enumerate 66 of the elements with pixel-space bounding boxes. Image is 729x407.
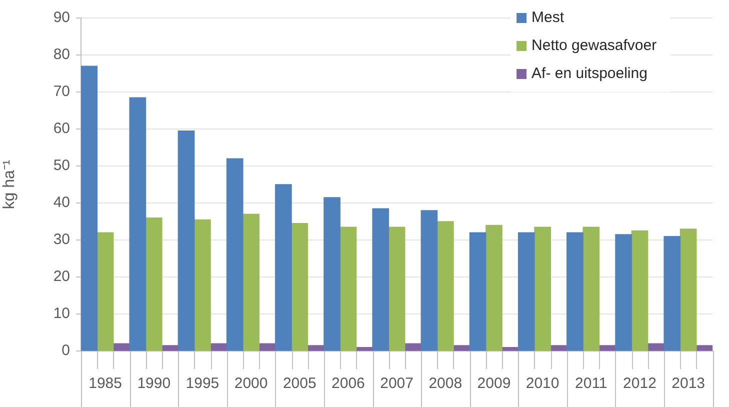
bar — [582, 226, 600, 351]
bar — [647, 343, 664, 351]
bar — [210, 343, 228, 351]
y-tick-label: 20 — [53, 268, 70, 286]
legend-label: Af- en uitspoeling — [532, 65, 648, 82]
x-tick-label: 2006 — [332, 375, 365, 392]
bar — [194, 219, 211, 351]
x-tick-label: 2010 — [526, 375, 560, 392]
bar — [436, 221, 454, 351]
x-tick-label: 2013 — [672, 375, 706, 392]
x-tick-label: 2009 — [477, 375, 511, 392]
bar — [469, 232, 486, 351]
y-tick-label: 40 — [53, 194, 70, 212]
x-tick-label: 2011 — [575, 375, 608, 392]
bar — [404, 343, 422, 351]
bar — [178, 130, 195, 351]
x-tick-label: 2000 — [234, 375, 268, 392]
y-tick-label: 80 — [53, 46, 70, 64]
bar — [258, 343, 276, 351]
x-tick-label: 2012 — [623, 375, 656, 392]
bar — [664, 236, 681, 351]
y-tick-label: 60 — [53, 120, 70, 138]
bar — [291, 223, 308, 351]
bar — [307, 345, 324, 351]
bar — [275, 184, 292, 351]
y-tick-label: 90 — [53, 9, 70, 26]
bar — [372, 208, 390, 351]
legend-label: Mest — [532, 9, 565, 26]
bar — [324, 197, 340, 351]
y-tick-label: 10 — [53, 305, 70, 322]
bar — [550, 345, 568, 351]
x-tick-label: 2007 — [380, 375, 414, 392]
y-tick-label: 70 — [53, 83, 70, 100]
x-tick-label: 2008 — [428, 375, 462, 392]
y-tick-label: 30 — [53, 231, 70, 248]
y-axis-title: kg ha⁻¹ — [1, 160, 18, 210]
bar — [340, 226, 357, 351]
bar — [356, 346, 373, 351]
bar — [113, 343, 130, 351]
bar — [680, 228, 697, 351]
bar — [388, 226, 406, 351]
bar — [566, 232, 584, 351]
x-tick-label: 1995 — [186, 375, 220, 392]
bar — [162, 345, 178, 351]
bar — [129, 97, 146, 351]
bar — [242, 214, 260, 351]
bar — [145, 217, 162, 351]
legend-label: Netto gewasafvoer — [532, 37, 657, 54]
bar — [598, 345, 616, 351]
x-tick-label: 1990 — [137, 375, 171, 392]
x-tick-label: 1985 — [88, 375, 122, 392]
bar — [453, 345, 470, 351]
bar — [631, 230, 648, 351]
bar — [502, 346, 519, 351]
y-tick-label: 0 — [62, 342, 70, 360]
y-tick-label: 50 — [53, 157, 70, 174]
bar — [696, 345, 713, 351]
bar — [615, 234, 632, 351]
bar — [518, 232, 535, 351]
bar — [486, 224, 502, 351]
bar — [96, 232, 114, 351]
bar — [81, 66, 98, 351]
x-tick-label: 2005 — [282, 375, 316, 392]
bar — [420, 210, 438, 351]
bar — [534, 226, 551, 351]
bar — [226, 158, 244, 351]
